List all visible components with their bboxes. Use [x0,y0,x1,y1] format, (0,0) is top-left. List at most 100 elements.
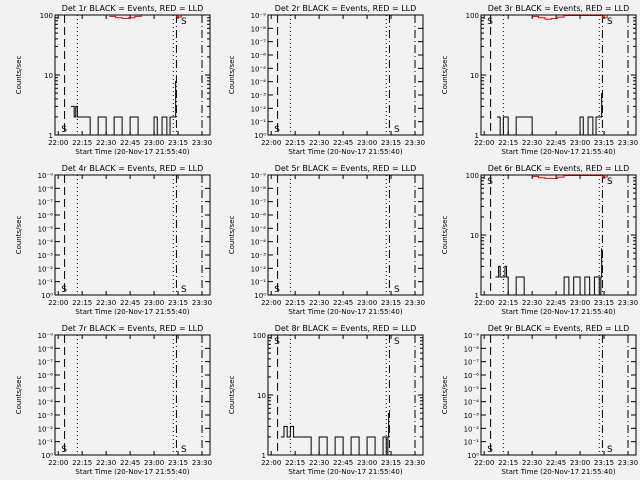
y-tick-label: 10⁻¹ [38,439,54,447]
lld-series-line [109,14,182,19]
x-tick-label: 22:45 [546,459,566,467]
x-tick-label: 23:00 [357,299,377,307]
x-tick-label: 22:45 [120,139,140,147]
panel-title: Det 5r BLACK = Events, RED = LLD [275,164,417,173]
saa-label: S [274,285,280,295]
x-tick-label: 22:45 [546,139,566,147]
y-tick-label: 10⁻⁵ [251,225,267,233]
x-tick-label: 23:15 [168,459,188,467]
x-tick-label: 22:30 [522,299,542,307]
panel-title: Det 1r BLACK = Events, RED = LLD [62,4,204,13]
x-tick-label: 22:15 [285,139,305,147]
y-tick-label: 1 [49,132,53,140]
y-tick-label: 10⁻⁴ [251,239,267,247]
y-tick-label: 10⁻² [251,105,267,113]
y-tick-label: 10⁻⁸ [38,345,54,353]
detector-panel: Det 1r BLACK = Events, RED = LLD S S 22:00 2… [15,4,212,156]
panel-title: Det 6r BLACK = Events, RED = LLD [488,164,630,173]
x-tick-label: 22:30 [96,459,116,467]
y-tick-label: 10 [470,232,479,240]
y-tick-label: 10⁻⁷ [251,199,267,207]
events-series-line [496,93,603,136]
x-axis-label: Start Time (20-Nov-17 21:55:40) [288,148,402,156]
saa-label: S [607,17,613,27]
x-tick-label: 22:15 [285,299,305,307]
x-tick-label: 23:15 [381,139,401,147]
y-tick-label: 10⁻¹ [38,279,54,287]
y-tick-label: 10⁻⁸ [251,25,267,33]
detector-panel: Det 5r BLACK = Events, RED = LLD S S 22:00 2… [228,164,425,316]
y-axis-label: Counts/sec [15,216,23,255]
x-tick-label: 23:30 [405,459,425,467]
x-tick-label: 22:00 [261,299,281,307]
x-tick-label: 23:15 [594,299,614,307]
saa-label: S [394,125,400,135]
y-tick-label: 10 [257,392,266,400]
y-tick-label: 10⁻⁹ [38,332,54,340]
x-tick-label: 23:30 [618,139,638,147]
panel-title: Det 2r BLACK = Events, RED = LLD [275,4,417,13]
events-series-line [495,248,603,296]
saa-label: S [274,125,280,135]
x-axis-label: Start Time (20-Nov-17 21:55:40) [501,148,615,156]
detector-panel: Det 8r BLACK = Events, RED = LLD S S 22:00 2… [228,324,425,476]
y-tick-label: 10⁻⁴ [251,79,267,87]
x-axis-label: Start Time (20-Nov-17 21:55:40) [501,468,615,476]
x-tick-label: 22:45 [546,299,566,307]
y-tick-label: 10⁻⁶ [38,372,54,380]
y-tick-label: 10⁻⁷ [464,359,480,367]
y-tick-label: 10⁻⁶ [464,372,480,380]
x-tick-label: 23:00 [144,139,164,147]
y-tick-label: 10⁻⁴ [38,239,54,247]
x-tick-label: 23:00 [570,139,590,147]
y-tick-label: 10⁻⁷ [38,199,54,207]
plot-frame [267,334,424,456]
x-tick-label: 22:00 [48,299,68,307]
x-tick-label: 23:00 [144,299,164,307]
plot-frame [480,334,637,456]
y-axis-label: Counts/sec [441,56,449,95]
panel-title: Det 8r BLACK = Events, RED = LLD [275,324,417,333]
x-tick-label: 23:15 [381,459,401,467]
detector-panel: Det 7r BLACK = Events, RED = LLD S S 22:00 2… [15,324,212,476]
x-tick-label: 22:00 [474,299,494,307]
x-tick-label: 22:15 [498,459,518,467]
panel-title: Det 3r BLACK = Events, RED = LLD [488,4,630,13]
y-tick-label: 100 [466,172,479,180]
y-tick-label: 1 [475,292,479,300]
y-tick-label: 10⁻⁴ [38,399,54,407]
y-tick-label: 100 [466,12,479,20]
x-tick-label: 22:00 [474,139,494,147]
panel-title: Det 7r BLACK = Events, RED = LLD [62,324,204,333]
x-tick-label: 23:15 [168,139,188,147]
x-tick-label: 22:45 [333,139,353,147]
saa-label: S [487,445,493,455]
x-tick-label: 22:30 [96,139,116,147]
y-tick-label: 100 [40,12,53,20]
x-tick-label: 23:00 [357,139,377,147]
y-tick-label: 10⁻⁴ [464,399,480,407]
y-axis-label: Counts/sec [228,376,236,415]
plot-frame [54,174,211,296]
y-tick-label: 10⁻³ [251,92,267,100]
panel-title: Det 9r BLACK = Events, RED = LLD [488,324,630,333]
y-tick-label: 10⁻⁵ [464,385,480,393]
x-tick-label: 22:30 [309,299,329,307]
y-tick-label: 10⁻³ [251,252,267,260]
x-tick-label: 22:45 [333,459,353,467]
saa-label: S [394,337,400,347]
y-tick-label: 10⁻¹ [464,439,480,447]
y-tick-label: 10⁻¹ [251,279,267,287]
saa-label: S [181,445,187,455]
x-axis-label: Start Time (20-Nov-17 21:55:40) [75,148,189,156]
x-tick-label: 22:45 [333,299,353,307]
x-tick-label: 22:15 [285,459,305,467]
saa-label: S [607,177,613,187]
y-tick-label: 10⁻⁸ [251,185,267,193]
y-axis-label: Counts/sec [15,376,23,415]
saa-label: S [487,17,493,27]
y-tick-label: 10⁻⁸ [464,345,480,353]
y-tick-label: 10⁻⁹ [38,172,54,180]
x-tick-label: 23:30 [405,139,425,147]
